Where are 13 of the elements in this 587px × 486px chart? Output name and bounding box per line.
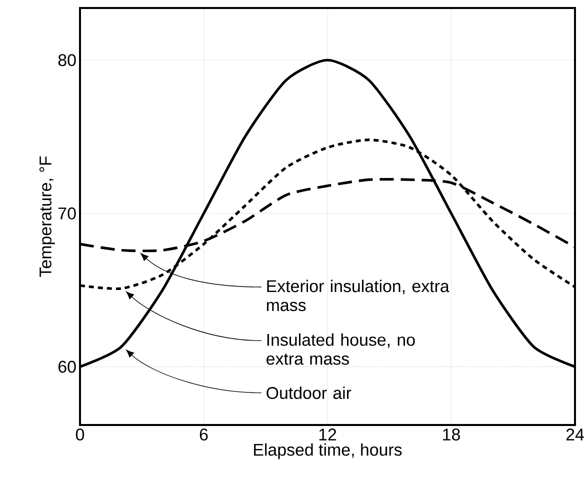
x-tick-label: 12 [319, 428, 336, 440]
y-tick-label: 70 [58, 207, 76, 220]
x-tick-label: 18 [443, 428, 460, 441]
y-tick-label: 60 [58, 360, 76, 373]
y-axis-title: Temperature, °F [39, 156, 55, 277]
y-tick-label: 80 [58, 54, 76, 66]
text: Exterior insulation, extra mass [266, 280, 450, 312]
x-tick-label: 6 [200, 428, 208, 441]
x-tick-label: 24 [566, 428, 584, 440]
text: Insulated house, no extra mass [266, 333, 415, 365]
x-axis-title: Elapsed time, hours [254, 443, 402, 460]
x-tick-label: 0 [76, 428, 84, 441]
text: Outdoor air [266, 386, 352, 400]
